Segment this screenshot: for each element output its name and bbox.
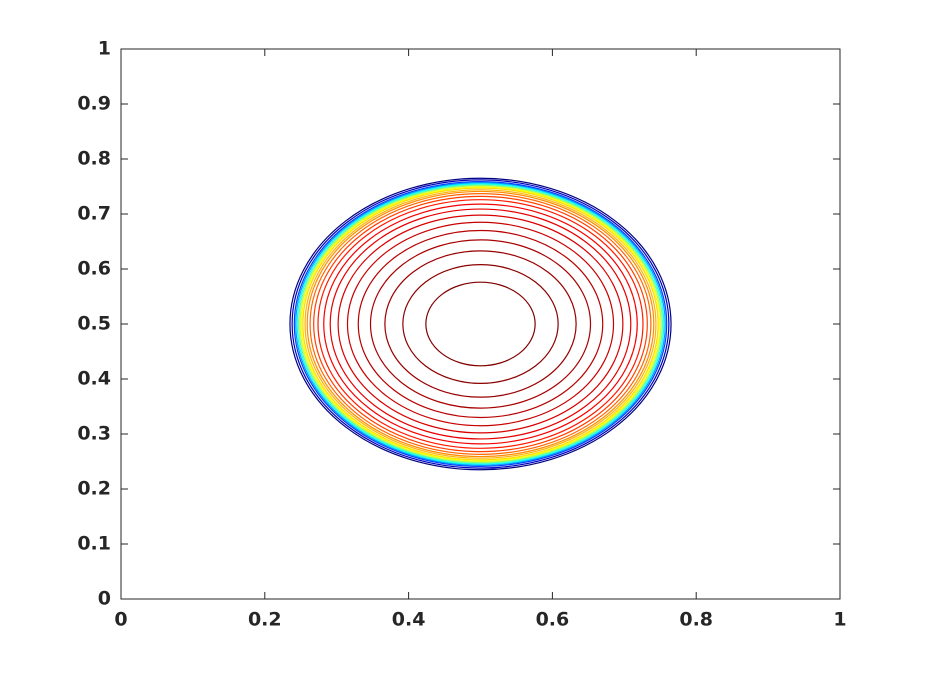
contour-line bbox=[402, 264, 559, 385]
contour-line bbox=[300, 186, 661, 462]
y-tick-label: 0.8 bbox=[77, 148, 111, 170]
contour-line bbox=[313, 195, 648, 453]
contour-line bbox=[293, 180, 668, 468]
contour-line bbox=[295, 182, 666, 466]
contour-line bbox=[346, 221, 615, 427]
contour-line bbox=[306, 190, 655, 458]
y-tick-label: 0.9 bbox=[77, 93, 111, 115]
y-tick-label: 0.3 bbox=[77, 423, 111, 445]
contour-line bbox=[369, 239, 592, 409]
y-tick-label: 0.6 bbox=[77, 258, 111, 280]
contour-line bbox=[337, 214, 624, 434]
contour-line bbox=[304, 189, 657, 459]
x-tick-label: 0.6 bbox=[536, 609, 570, 631]
contour-line bbox=[317, 199, 644, 449]
y-tick-label: 0.7 bbox=[77, 203, 111, 225]
y-tick-label: 0.5 bbox=[77, 313, 111, 335]
contour-line bbox=[297, 184, 664, 464]
contour-line bbox=[425, 281, 536, 367]
contour-line bbox=[299, 185, 662, 463]
plot-box bbox=[120, 48, 841, 600]
contour-line bbox=[357, 229, 604, 419]
contour-line bbox=[384, 250, 577, 398]
x-tick-label: 0.4 bbox=[392, 609, 426, 631]
y-tick-label: 0 bbox=[98, 588, 111, 610]
x-tick-label: 0.2 bbox=[248, 609, 282, 631]
contour-line bbox=[323, 203, 638, 445]
y-tick-label: 0.4 bbox=[77, 368, 111, 390]
x-tick-label: 1 bbox=[833, 609, 846, 631]
x-tick-label: 0 bbox=[114, 609, 127, 631]
contour-line bbox=[289, 177, 672, 471]
y-tick-label: 0.2 bbox=[77, 478, 111, 500]
contour-line bbox=[302, 187, 659, 461]
contour-line bbox=[296, 183, 665, 465]
contour-line bbox=[329, 208, 632, 440]
y-tick-label: 0.1 bbox=[77, 533, 111, 555]
x-tick-label: 0.8 bbox=[679, 609, 713, 631]
contour-line bbox=[309, 193, 652, 455]
contour-line bbox=[291, 179, 670, 469]
y-tick-label: 1 bbox=[98, 38, 111, 60]
